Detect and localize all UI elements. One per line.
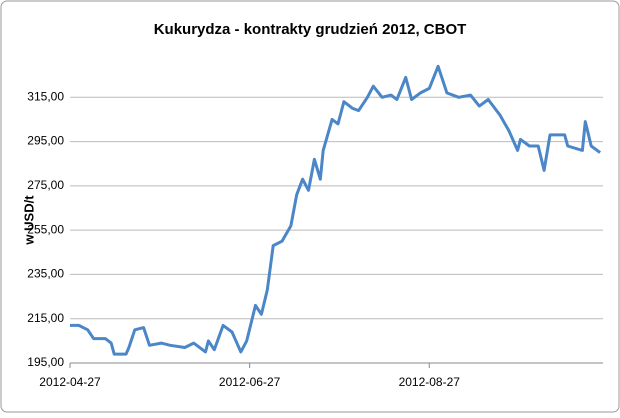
- y-tick-label: 235,00: [27, 267, 64, 281]
- y-tick-label: 195,00: [27, 355, 64, 369]
- y-tick-label: 255,00: [27, 222, 64, 236]
- price-line: [70, 64, 601, 356]
- x-tick-label: 2012-04-27: [39, 375, 101, 389]
- y-axis-label: w USD/t: [21, 195, 36, 246]
- x-tick-label: 2012-06-27: [219, 375, 281, 389]
- y-tick-label: 275,00: [27, 178, 64, 192]
- y-tick-label: 295,00: [27, 134, 64, 148]
- chart-title: Kukurydza - kontrakty grudzień 2012, CBO…: [154, 21, 467, 38]
- y-tick-label: 215,00: [27, 311, 64, 325]
- y-tick-label: 315,00: [27, 89, 64, 103]
- x-tick-label: 2012-08-27: [399, 375, 461, 389]
